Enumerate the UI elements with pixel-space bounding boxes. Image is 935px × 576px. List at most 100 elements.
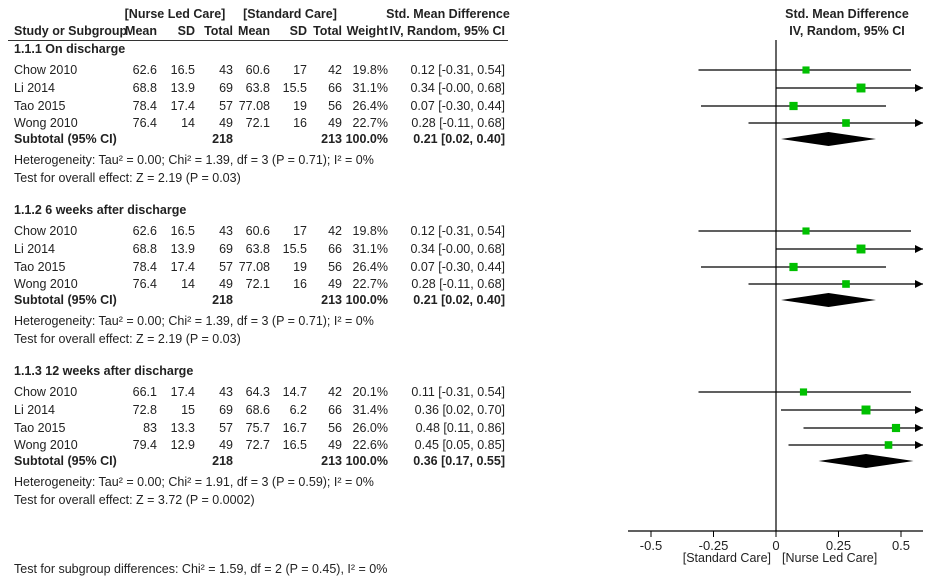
study-weight: 22.7% (352, 116, 388, 130)
study-m1: 62.6 (132, 224, 157, 238)
study-sd2: 15.5 (282, 242, 307, 256)
study-m2: 77.08 (238, 260, 270, 274)
study-m1: 83 (143, 421, 157, 435)
x-tick-label: 0.25 (826, 538, 851, 553)
study-n1: 69 (219, 81, 233, 95)
study-ci: 0.45 [0.05, 0.85] (414, 438, 505, 452)
column-header: SD (177, 24, 195, 38)
study-marker (802, 227, 810, 235)
study-n2: 56 (328, 260, 342, 274)
study-m2: 72.1 (245, 277, 270, 291)
study-sd2: 15.5 (282, 81, 307, 95)
study-weight: 31.4% (352, 403, 388, 417)
study-marker (802, 66, 810, 74)
study-n1: 57 (219, 421, 233, 435)
study-sd2: 16 (293, 277, 307, 291)
overall-effect-text: Test for overall effect: Z = 3.72 (P = 0… (14, 493, 255, 507)
study-ci: 0.11 [-0.31, 0.54] (411, 385, 505, 399)
study-name: Li 2014 (14, 242, 56, 256)
column-header: Study or Subgroup (14, 24, 128, 38)
study-m1: 78.4 (132, 99, 157, 113)
study-sd1: 17.4 (170, 385, 195, 399)
study-sd2: 16.5 (282, 438, 307, 452)
subgroup-title: 1.1.3 12 weeks after discharge (14, 364, 194, 378)
study-n1: 43 (219, 63, 233, 77)
ci-arrow-right (915, 84, 923, 92)
study-sd2: 14.7 (282, 385, 307, 399)
study-n1: 69 (219, 403, 233, 417)
study-sd2: 19 (293, 99, 307, 113)
study-sd1: 16.5 (170, 224, 195, 238)
ci-arrow-right (915, 245, 923, 253)
study-n2: 56 (328, 421, 342, 435)
study-n1: 49 (219, 277, 233, 291)
ci-arrow-right (915, 441, 923, 449)
study-marker (789, 101, 798, 111)
study-ci: 0.48 [0.11, 0.86] (415, 421, 505, 435)
study-n2: 66 (328, 242, 342, 256)
study-ci: 0.12 [-0.31, 0.54] (410, 224, 505, 238)
study-n1: 69 (219, 242, 233, 256)
study-sd1: 13.3 (170, 421, 195, 435)
study-n1: 49 (219, 116, 233, 130)
study-sd1: 16.5 (170, 63, 195, 77)
header-divider (8, 40, 508, 41)
study-sd2: 6.2 (289, 403, 307, 417)
ci-arrow-right (915, 424, 923, 432)
heterogeneity-text: Heterogeneity: Tau² = 0.00; Chi² = 1.91,… (14, 475, 374, 489)
study-ci: 0.07 [-0.30, 0.44] (410, 260, 505, 274)
column-header: SD (289, 24, 307, 38)
subtotal-ci: 0.36 [0.17, 0.55] (413, 454, 505, 468)
overall-effect-text: Test for overall effect: Z = 2.19 (P = 0… (14, 332, 241, 346)
study-weight: 19.8% (352, 63, 388, 77)
subgroup-title: 1.1.1 On discharge (14, 42, 126, 56)
study-sd1: 17.4 (170, 260, 195, 274)
study-m1: 68.8 (132, 242, 157, 256)
plot-subheader: IV, Random, 95% CI (789, 24, 905, 38)
effect-header: Std. Mean Difference (386, 7, 510, 21)
study-m2: 63.8 (245, 242, 270, 256)
study-m2: 72.7 (245, 438, 270, 452)
study-name: Tao 2015 (14, 260, 66, 274)
study-weight: 26.4% (352, 99, 388, 113)
subtotal-ci: 0.21 [0.02, 0.40] (413, 293, 505, 307)
study-m1: 76.4 (132, 116, 157, 130)
heterogeneity-text: Heterogeneity: Tau² = 0.00; Chi² = 1.39,… (14, 153, 374, 167)
subtotal-diamond (781, 293, 876, 307)
study-n2: 66 (328, 403, 342, 417)
column-header: Mean (238, 24, 270, 38)
column-header: Total (313, 24, 342, 38)
study-ci: 0.34 [-0.00, 0.68] (410, 242, 505, 256)
study-marker (789, 262, 798, 272)
study-weight: 22.6% (352, 438, 388, 452)
study-n1: 43 (219, 385, 233, 399)
column-header: Total (204, 24, 233, 38)
study-sd2: 17 (293, 63, 307, 77)
study-m2: 72.1 (245, 116, 270, 130)
study-sd1: 14 (181, 277, 195, 291)
study-m2: 60.6 (245, 224, 270, 238)
study-n1: 49 (219, 438, 233, 452)
x-tick-label: -0.5 (640, 538, 662, 553)
study-ci: 0.36 [0.02, 0.70] (414, 403, 505, 417)
study-ci: 0.07 [-0.30, 0.44] (410, 99, 505, 113)
subtotal-n1: 218 (212, 293, 233, 307)
study-marker (856, 83, 866, 93)
x-tick-label: 0 (772, 538, 779, 553)
study-marker (884, 441, 893, 449)
study-n1: 43 (219, 224, 233, 238)
ci-arrow-right (915, 119, 923, 127)
study-sd1: 13.9 (170, 81, 195, 95)
study-name: Chow 2010 (14, 385, 78, 399)
study-n1: 57 (219, 260, 233, 274)
study-name: Wong 2010 (14, 277, 78, 291)
study-n2: 42 (328, 385, 342, 399)
subtotal-label: Subtotal (95% CI) (14, 293, 117, 307)
study-weight: 26.0% (352, 421, 388, 435)
study-m2: 68.6 (245, 403, 270, 417)
study-n2: 42 (328, 63, 342, 77)
study-weight: 22.7% (352, 277, 388, 291)
ci-arrow-right (915, 280, 923, 288)
study-sd2: 19 (293, 260, 307, 274)
